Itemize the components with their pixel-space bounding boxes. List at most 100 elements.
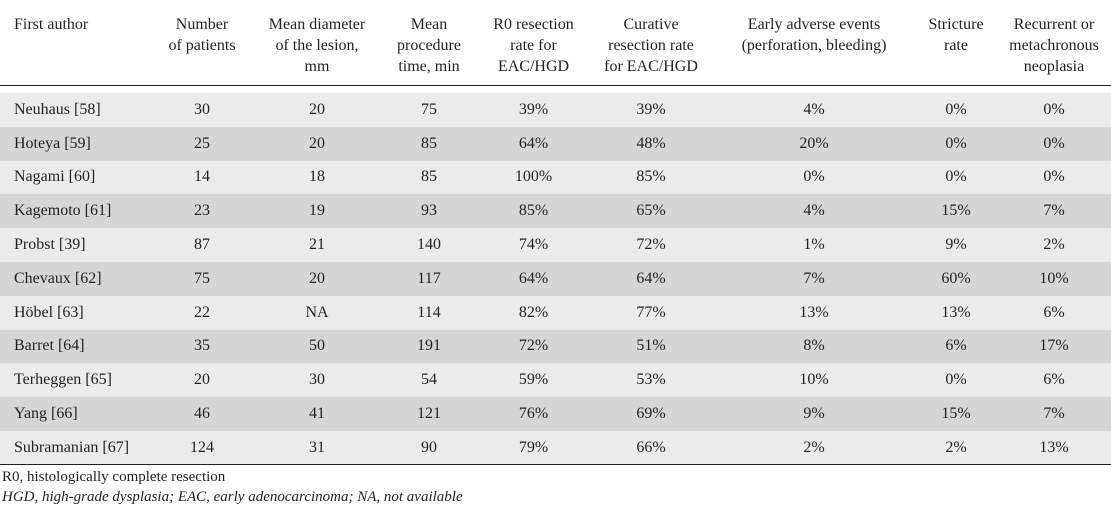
table-cell: 0% xyxy=(1043,134,1065,152)
table-cell: 72% xyxy=(636,236,666,254)
table-cell: 13% xyxy=(1039,438,1069,456)
table-cell: 23 xyxy=(194,202,210,220)
table-row: Yang [66] 46 41 121 76% 69% 9% 15% 7% xyxy=(0,397,1111,431)
column-header-line: resection rate xyxy=(608,37,694,54)
table-cell: 50 xyxy=(309,337,325,355)
column-header-line: (perforation, bleeding) xyxy=(741,37,887,54)
table-cell: 64% xyxy=(636,269,666,287)
table-cell: 93 xyxy=(421,202,437,220)
table-cell: 100% xyxy=(514,168,553,186)
column-header-line: Stricture xyxy=(928,16,984,33)
table-cell: 64% xyxy=(518,269,549,287)
table-cell: 13% xyxy=(941,303,971,321)
table-cell: 74% xyxy=(518,236,549,254)
column-header: First author xyxy=(0,4,150,85)
table-cell: 77% xyxy=(636,303,666,321)
author-cell: Terheggen [65] xyxy=(14,371,112,389)
table-cell: 15% xyxy=(941,405,971,423)
table-cell: 7% xyxy=(1043,405,1065,423)
table-cell: 7% xyxy=(1043,202,1065,220)
table-cell: 20 xyxy=(194,371,210,389)
results-table: First author Number of patients Mean diamet… xyxy=(0,4,1111,465)
table-cell: 2% xyxy=(945,438,967,456)
table-cell: 0% xyxy=(1043,100,1065,118)
table-cell: 46 xyxy=(194,405,210,423)
column-header-line: Recurrent or xyxy=(1013,16,1095,33)
author-cell: Probst [39] xyxy=(14,236,86,254)
author-cell: Yang [66] xyxy=(14,405,78,423)
table-cell: 69% xyxy=(636,405,666,423)
table-cell: 31 xyxy=(309,438,325,456)
table-cell: 0% xyxy=(1043,168,1065,186)
column-header-line: neoplasia xyxy=(1023,58,1085,75)
column-header-line: procedure xyxy=(397,37,461,54)
author-cell: Neuhaus [58] xyxy=(14,100,101,118)
column-header-line: time, min xyxy=(398,58,460,75)
table-cell: 0% xyxy=(945,134,967,152)
column-header: Stricture rate xyxy=(915,4,997,85)
column-header-line: Early adverse events xyxy=(747,16,881,33)
table-cell: 39% xyxy=(636,100,666,118)
table-cell: 20 xyxy=(309,134,325,152)
column-header-line: rate for xyxy=(510,37,557,54)
table-cell: 30 xyxy=(194,100,210,118)
table-cell: 21 xyxy=(309,236,325,254)
table-cell: 114 xyxy=(417,303,441,321)
table-cell: 10% xyxy=(799,371,829,389)
table-cell: 79% xyxy=(518,438,549,456)
table-cell: 7% xyxy=(803,269,825,287)
table-cell: 8% xyxy=(803,337,825,355)
table-row: Barret [64] 35 50 191 72% 51% 8% 6% 17% xyxy=(0,329,1111,364)
table-cell: 25 xyxy=(194,134,210,152)
column-header-line: rate xyxy=(944,37,968,54)
table-cell: 2% xyxy=(1043,236,1065,254)
table-cell: 64% xyxy=(518,134,549,152)
table-cell: 54 xyxy=(421,371,437,389)
header-spacer xyxy=(0,85,1111,93)
table-cell: 85% xyxy=(636,168,666,186)
table-cell: 51% xyxy=(636,337,666,355)
table-cell: 124 xyxy=(190,438,214,456)
column-header: Mean procedure time, min xyxy=(380,4,478,85)
column-header: R0 resection rate for EAC/HGD xyxy=(478,4,589,85)
author-cell: Nagami [60] xyxy=(14,168,96,186)
table-cell: 13% xyxy=(799,303,829,321)
table-cell: 6% xyxy=(945,337,967,355)
table-cell: 140 xyxy=(417,236,441,254)
column-header-line: EAC/HGD xyxy=(497,58,570,75)
table-cell: 6% xyxy=(1043,371,1065,389)
table-cell: 17% xyxy=(1039,337,1069,355)
table-cell: 59% xyxy=(518,371,549,389)
table-row: Subramanian [67] 124 31 90 79% 66% 2% 2% 13% xyxy=(0,430,1111,465)
table-row: Probst [39] 87 21 140 74% 72% 1% 9% 2% xyxy=(0,228,1111,262)
table-cell: 9% xyxy=(803,405,825,423)
table-cell: 75 xyxy=(421,100,437,118)
table-cell: 85 xyxy=(421,134,437,152)
footnote-abbreviations: HGD, high-grade dysplasia; EAC, early ad… xyxy=(2,489,463,505)
column-header: Mean diameter of the lesion, mm xyxy=(254,4,380,85)
column-header-line: Curative xyxy=(623,16,679,33)
table-body: Neuhaus [58] 30 20 75 39% 39% 4% 0% 0% Hoteya [59… xyxy=(0,85,1111,465)
table-cell: NA xyxy=(305,303,329,321)
table-footnotes: R0, histologically complete resection HG… xyxy=(2,467,463,507)
author-cell: Subramanian [67] xyxy=(14,438,130,456)
table-cell: 20 xyxy=(309,100,325,118)
table-cell: 4% xyxy=(803,202,825,220)
table-cell: 39% xyxy=(518,100,549,118)
table-cell: 0% xyxy=(945,100,967,118)
table-cell: 15% xyxy=(941,202,971,220)
table-cell: 4% xyxy=(803,100,825,118)
column-header-line: for EAC/HGD xyxy=(604,58,698,75)
column-header-line: Mean xyxy=(410,16,448,33)
table-cell: 85% xyxy=(518,202,549,220)
table-cell: 0% xyxy=(945,168,967,186)
table-cell: 82% xyxy=(518,303,549,321)
author-cell: Kagemoto [61] xyxy=(14,202,112,220)
table-cell: 0% xyxy=(945,371,967,389)
table-row: Nagami [60] 14 18 85 100% 85% 0% 0% 0% xyxy=(0,160,1111,195)
author-cell: Höbel [63] xyxy=(14,303,84,321)
column-header-line: of patients xyxy=(168,37,236,54)
table-cell: 66% xyxy=(636,438,666,456)
table-row: Neuhaus [58] 30 20 75 39% 39% 4% 0% 0% xyxy=(0,93,1111,127)
